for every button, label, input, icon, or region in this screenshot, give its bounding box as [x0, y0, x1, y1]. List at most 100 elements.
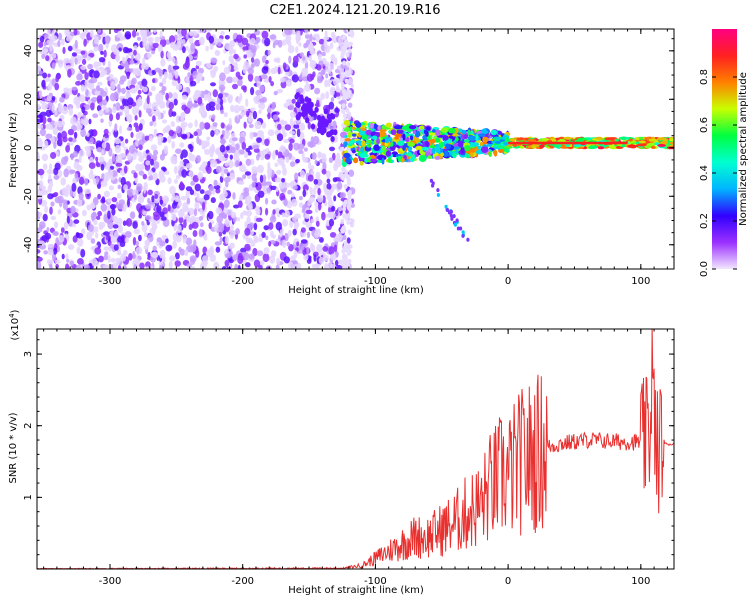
- heatmap-cell: [381, 157, 385, 165]
- heatmap-cell: [330, 253, 337, 261]
- heatmap-cell: [268, 222, 274, 230]
- heatmap-cell: [150, 252, 158, 258]
- heatmap-cell: [248, 253, 255, 260]
- heatmap-cell: [496, 145, 503, 149]
- heatmap-cell: [241, 37, 249, 46]
- heatmap-cell: [244, 227, 251, 236]
- heatmap-cell: [242, 174, 247, 180]
- heatmap-cell: [228, 49, 234, 55]
- heatmap-cell: [318, 38, 325, 45]
- heatmap-cell: [41, 53, 46, 60]
- heatmap-cell: [660, 141, 669, 145]
- heatmap-cell: [261, 66, 269, 74]
- heatmap-cell: [172, 240, 177, 249]
- heatmap-cell: [46, 169, 54, 175]
- heatmap-cell: [179, 160, 184, 167]
- heatmap-cell: [480, 146, 489, 153]
- heatmap-cell: [167, 135, 172, 144]
- heatmap-cell: [299, 52, 304, 57]
- heatmap-cell: [89, 29, 94, 38]
- heatmap-cell: [219, 236, 223, 244]
- heatmap-cell: [47, 83, 53, 91]
- heatmap-cell: [143, 63, 149, 70]
- heatmap-cell: [194, 119, 198, 128]
- heatmap-cell: [251, 173, 257, 182]
- heatmap-cell: [250, 37, 256, 44]
- heatmap-cell: [53, 247, 58, 255]
- heatmap-cell: [115, 54, 120, 63]
- heatmap-cell: [117, 217, 123, 226]
- heatmap-cell: [494, 136, 501, 140]
- heatmap-cell: [165, 92, 169, 101]
- heatmap-cell: [92, 129, 97, 137]
- heatmap-cell: [110, 257, 116, 263]
- heatmap-cell: [237, 75, 243, 81]
- heatmap-cell: [327, 68, 332, 75]
- heatmap-cell: [43, 250, 49, 255]
- heatmap-cell: [343, 113, 347, 119]
- heatmap-cell: [440, 152, 445, 157]
- heatmap-cell: [104, 251, 109, 256]
- heatmap-cell: [76, 264, 82, 269]
- heatmap-cell: [229, 154, 233, 160]
- heatmap-cell: [289, 130, 296, 135]
- heatmap-cell: [64, 189, 69, 198]
- heatmap-cell: [237, 180, 245, 185]
- heatmap-cell: [239, 93, 243, 102]
- heatmap-cell: [199, 121, 205, 130]
- heatmap-cell: [186, 216, 192, 223]
- heatmap-cell: [634, 137, 640, 141]
- heatmap-cell: [314, 87, 321, 95]
- heatmap-cell: [342, 34, 346, 40]
- heatmap-cell: [175, 125, 182, 134]
- heatmap-cell: [192, 230, 198, 237]
- heatmap-cell: [334, 57, 338, 66]
- heatmap-cell: [212, 122, 218, 127]
- heatmap-cell: [360, 146, 365, 153]
- heatmap-cell: [100, 163, 105, 171]
- heatmap-cell: [316, 64, 322, 71]
- heatmap-cell: [338, 42, 342, 47]
- heatmap-cell: [223, 168, 229, 174]
- heatmap-cell: [227, 159, 234, 169]
- colorbar-tick-label: 0.4: [699, 165, 710, 181]
- heatmap-cell: [49, 40, 55, 45]
- heatmap-cell: [81, 228, 86, 235]
- heatmap-cell: [100, 50, 104, 55]
- heatmap-cell: [445, 143, 451, 150]
- heatmap-cell: [316, 244, 323, 253]
- heatmap-cell: [197, 96, 203, 105]
- heatmap-cell: [258, 237, 263, 243]
- heatmap-cell: [459, 226, 463, 231]
- snr-frame: [36, 328, 675, 570]
- heatmap-cell: [98, 221, 106, 228]
- heatmap-cell: [80, 50, 86, 55]
- heatmap-cell: [256, 137, 262, 143]
- heatmap-cell: [98, 43, 104, 53]
- heatmap-cell: [80, 128, 86, 138]
- heatmap-cell: [347, 258, 352, 264]
- heatmap-cell: [275, 149, 279, 156]
- heatmap-cell: [145, 266, 149, 269]
- heatmap-cell: [57, 209, 62, 215]
- heatmap-cell: [434, 137, 441, 143]
- heatmap-cell: [245, 262, 251, 268]
- heatmap-cell: [595, 136, 603, 140]
- heatmap-cell: [212, 89, 218, 98]
- colorbar-label: Normalized spectral amplitude: [738, 72, 749, 226]
- heatmap-cell: [153, 161, 160, 170]
- heatmap-cell: [299, 196, 303, 201]
- heatmap-cell: [90, 212, 98, 221]
- heatmap-cell: [232, 83, 238, 90]
- heatmap-cell: [109, 203, 117, 210]
- heatmap-cell: [84, 72, 89, 80]
- heatmap-cell: [90, 238, 96, 244]
- heatmap-cell: [296, 36, 301, 41]
- heatmap-cell: [313, 178, 319, 185]
- heatmap-cell: [334, 159, 342, 168]
- heatmap-cell: [37, 152, 40, 162]
- heatmap-cell: [346, 62, 351, 68]
- heatmap-cell: [190, 43, 196, 52]
- colorbar-tick-label: 0.6: [699, 117, 710, 133]
- heatmap-cell: [128, 114, 133, 123]
